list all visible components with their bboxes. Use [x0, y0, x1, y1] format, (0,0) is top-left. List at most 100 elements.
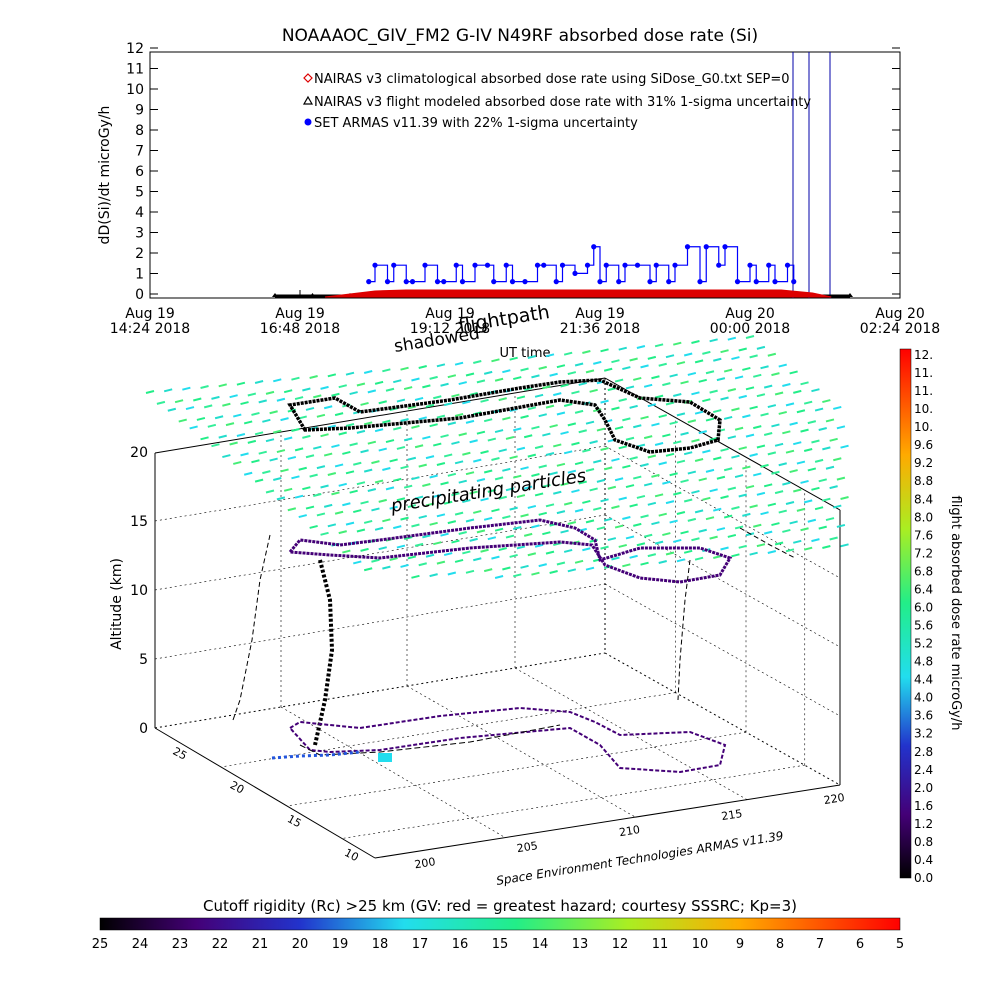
particle-dash [713, 507, 722, 512]
particle-dash [774, 391, 784, 396]
particle-dash [520, 414, 529, 419]
particle-dash [727, 388, 737, 392]
particle-dash [487, 536, 497, 541]
colorbar-tick-label: 8.8 [914, 474, 933, 488]
particle-dash [622, 516, 631, 520]
particle-dash [345, 470, 355, 475]
colorbar-tick-label: 11. [914, 384, 933, 398]
particle-dash [749, 354, 758, 359]
particle-dash [320, 531, 329, 536]
particle-dash [458, 381, 467, 386]
particle-dash [258, 450, 267, 455]
set-armas-point [422, 262, 428, 268]
rigidity-tick-label: 17 [412, 937, 429, 952]
particle-dash [774, 442, 784, 447]
set-armas-point [584, 262, 591, 268]
particle-dash [640, 463, 649, 468]
particle-dash [429, 573, 438, 578]
particle-dash [425, 502, 435, 507]
particle-dash [611, 556, 620, 561]
particle-dash [534, 445, 544, 450]
particle-dash [502, 416, 511, 421]
legend-text-nairas-climatological: NAIRAS v3 climatological absorbed dose r… [314, 72, 790, 87]
particle-dash [527, 552, 537, 557]
particle-dash [640, 561, 649, 566]
particle-dash [687, 371, 697, 376]
particle-dash [694, 410, 704, 415]
particle-dash [542, 385, 551, 390]
particle-dash [178, 418, 187, 423]
particle-dash [400, 465, 409, 470]
particle-dash [262, 418, 271, 423]
particle-dash [705, 516, 715, 521]
particle-dash [342, 502, 351, 507]
altitude-tick-label: 20 [130, 445, 148, 461]
set-armas-point [766, 262, 772, 268]
particle-dash [396, 497, 406, 502]
particle-dash [676, 361, 686, 366]
particle-dash [556, 510, 566, 515]
particle-dash [789, 520, 798, 525]
y-tick-label: 8 [135, 123, 144, 139]
particle-dash [651, 521, 660, 526]
particle-dash [291, 428, 300, 432]
particle-dash [294, 447, 304, 452]
particle-dash [811, 388, 820, 393]
particle-dash [640, 364, 649, 369]
particle-dash [614, 524, 624, 529]
x-tick-date: Aug 20 [725, 306, 775, 322]
particle-dash [440, 382, 449, 387]
colorbar-tick-label: 0.0 [914, 871, 933, 885]
particle-dash [436, 414, 446, 419]
particle-dash [403, 536, 413, 540]
particle-dash [229, 441, 238, 446]
particle-dash [563, 403, 573, 407]
particle-dash [763, 530, 773, 535]
particle-dash [374, 428, 384, 433]
particle-dash [502, 467, 511, 472]
particle-dash [763, 483, 773, 488]
particle-dash [389, 505, 398, 510]
particle-dash [513, 526, 522, 530]
particle-dash [313, 394, 322, 399]
x-tick-time: 02:24 2018 [860, 321, 940, 337]
particle-dash [683, 352, 693, 357]
particle-dash [702, 350, 711, 355]
particle-dash [189, 425, 198, 430]
particle-dash [658, 512, 667, 517]
set-armas-point [722, 244, 728, 250]
particle-dash [240, 452, 249, 457]
particle-dash [745, 386, 755, 391]
particle-dash [371, 460, 380, 465]
particle-dash [654, 441, 664, 446]
particle-dash [734, 375, 744, 380]
particle-dash [440, 481, 449, 486]
rigidity-tick-label: 15 [492, 937, 509, 952]
rigidity-tick-label: 6 [856, 937, 864, 952]
particle-dash [487, 488, 497, 493]
particle-dash [825, 418, 835, 423]
particle-dash [513, 427, 522, 432]
particle-dash [593, 459, 602, 464]
particle-dash [320, 385, 329, 390]
particle-dash [720, 447, 729, 452]
particle-dash [407, 504, 417, 509]
set-armas-point [453, 262, 459, 268]
particle-dash [647, 355, 657, 360]
particle-dash [145, 390, 155, 394]
particle-dash [647, 501, 657, 506]
particle-dash [567, 422, 577, 427]
particle-dash [720, 546, 729, 551]
particle-dash [447, 472, 457, 477]
particle-dash [425, 455, 435, 460]
particle-dash [753, 523, 762, 528]
particle-dash [262, 470, 271, 475]
particle-dash [316, 413, 326, 418]
particle-dash [818, 478, 827, 483]
particle-dash [378, 498, 387, 503]
particle-dash [363, 421, 373, 426]
particle-dash [374, 526, 384, 531]
particle-dash [371, 507, 380, 512]
particle-dash [665, 500, 675, 505]
particle-dash [378, 546, 387, 551]
